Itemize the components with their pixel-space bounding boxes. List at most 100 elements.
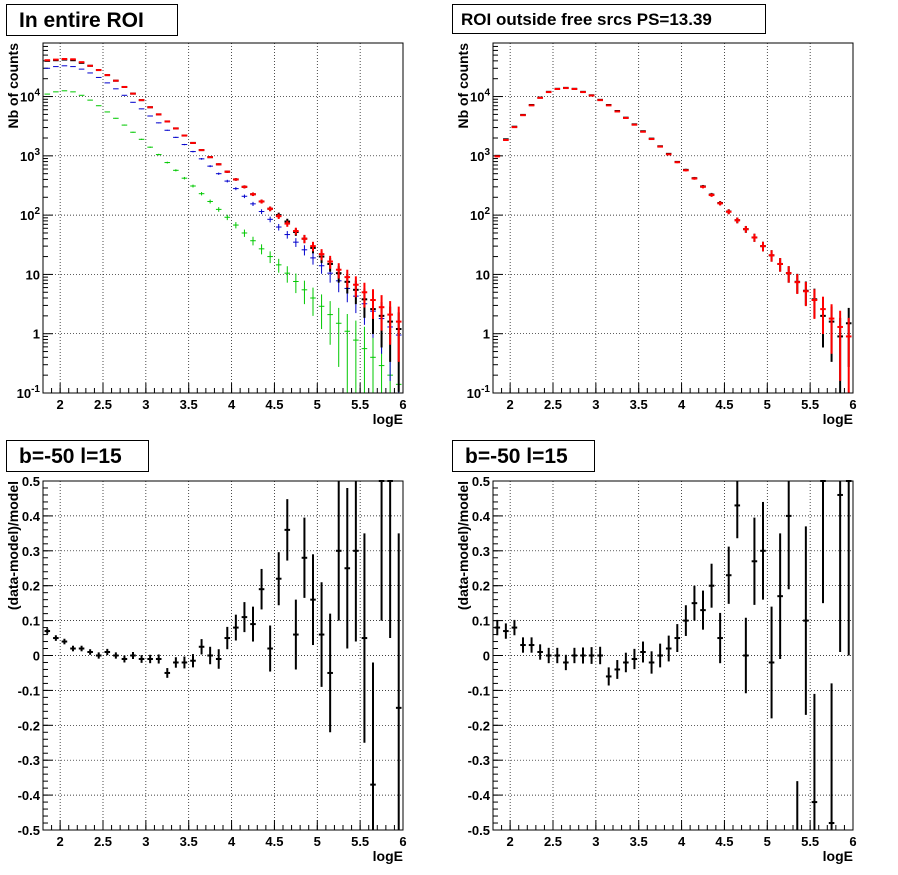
data-point	[528, 637, 535, 653]
data-point	[215, 649, 222, 669]
data-point	[683, 169, 689, 172]
x-tick-label: 5	[764, 834, 771, 849]
data-point	[275, 258, 282, 273]
data-point	[241, 185, 248, 189]
data-point	[138, 138, 145, 140]
x-tick-label: 2	[57, 834, 64, 849]
data-point	[725, 209, 732, 215]
data-point	[691, 177, 698, 180]
data-point	[233, 222, 239, 229]
data-point	[173, 657, 179, 668]
x-tick-label: 4.5	[265, 397, 283, 412]
x-tick-label: 2.5	[544, 834, 562, 849]
x-tick-label: 5.5	[351, 834, 369, 849]
y-tick-label: -0.2	[18, 718, 40, 733]
y-tick-label: 1	[33, 327, 40, 342]
data-point	[503, 138, 509, 141]
plot-frame	[42, 42, 404, 394]
data-point	[785, 266, 792, 283]
x-tick-label: 6	[399, 397, 406, 412]
data-point	[70, 645, 76, 652]
data-point	[164, 161, 171, 164]
data-point	[353, 320, 359, 393]
y-tick-label: 102	[20, 206, 40, 223]
data-point	[820, 480, 826, 604]
data-point	[310, 252, 316, 265]
y-tick-label: -0.1	[468, 683, 490, 698]
data-point	[768, 606, 775, 719]
data-point	[44, 628, 51, 634]
y-tick-label: -0.4	[18, 788, 41, 803]
data-point	[224, 626, 231, 650]
data-point	[820, 296, 826, 335]
data-point	[95, 105, 102, 107]
data-point	[130, 652, 136, 659]
y-tick-label: 0.2	[472, 579, 490, 594]
data-point	[528, 104, 535, 107]
data-point	[674, 624, 681, 653]
data-point	[361, 326, 368, 393]
pad-title-residual-roi: b=-50 l=15	[6, 440, 149, 472]
data-point	[520, 114, 526, 117]
x-tick-label: 5.5	[801, 834, 819, 849]
data-point	[164, 129, 171, 131]
data-point	[87, 649, 93, 655]
data-point	[275, 223, 282, 231]
data-point	[310, 287, 316, 316]
data-point	[657, 643, 663, 668]
data-point	[674, 161, 681, 164]
data-point	[267, 216, 273, 223]
data-point	[181, 143, 188, 146]
data-point	[293, 238, 299, 247]
y-tick-label: -0.3	[18, 753, 40, 768]
data-point	[301, 245, 308, 256]
series-2	[44, 65, 402, 393]
data-point	[224, 179, 231, 183]
data-point	[580, 647, 586, 664]
data-point	[147, 146, 153, 148]
data-point	[241, 229, 248, 237]
x-tick-label: 3.5	[180, 397, 198, 412]
data-point	[803, 526, 809, 715]
data-point	[828, 304, 835, 354]
data-point	[130, 101, 136, 103]
x-axis-label: logE	[373, 848, 403, 864]
x-tick-label: 4	[678, 834, 686, 849]
series-1	[44, 480, 402, 830]
series-3	[44, 58, 402, 392]
x-tick-label: 6	[849, 397, 856, 412]
series-1	[44, 90, 402, 393]
x-tick-label: 5	[314, 834, 321, 849]
data-point	[734, 481, 741, 539]
data-point	[623, 652, 629, 673]
x-tick-label: 5	[314, 397, 321, 412]
data-point	[361, 533, 368, 743]
x-axis-label: logE	[823, 411, 853, 427]
y-tick-label: 10-1	[17, 384, 41, 401]
data-point	[344, 314, 351, 393]
data-point	[353, 276, 359, 298]
data-point	[181, 134, 188, 137]
data-point	[78, 94, 85, 96]
data-point	[181, 656, 188, 669]
x-tick-label: 6	[399, 834, 406, 849]
data-point	[95, 652, 102, 659]
series-2	[494, 87, 852, 393]
data-point	[207, 165, 213, 168]
data-point	[640, 641, 646, 663]
data-point	[198, 639, 205, 655]
x-tick-label: 3	[592, 397, 599, 412]
data-point	[104, 111, 111, 113]
y-tick-label: -0.1	[18, 683, 40, 698]
data-point	[147, 115, 153, 117]
data-point	[318, 294, 325, 330]
data-point	[301, 234, 308, 244]
y-tick-label: 104	[20, 88, 40, 105]
data-point	[301, 517, 308, 598]
data-point	[284, 231, 291, 239]
data-point	[190, 184, 196, 188]
data-point	[811, 693, 818, 830]
data-point	[275, 213, 282, 219]
data-point	[181, 176, 188, 180]
data-point	[173, 136, 179, 138]
